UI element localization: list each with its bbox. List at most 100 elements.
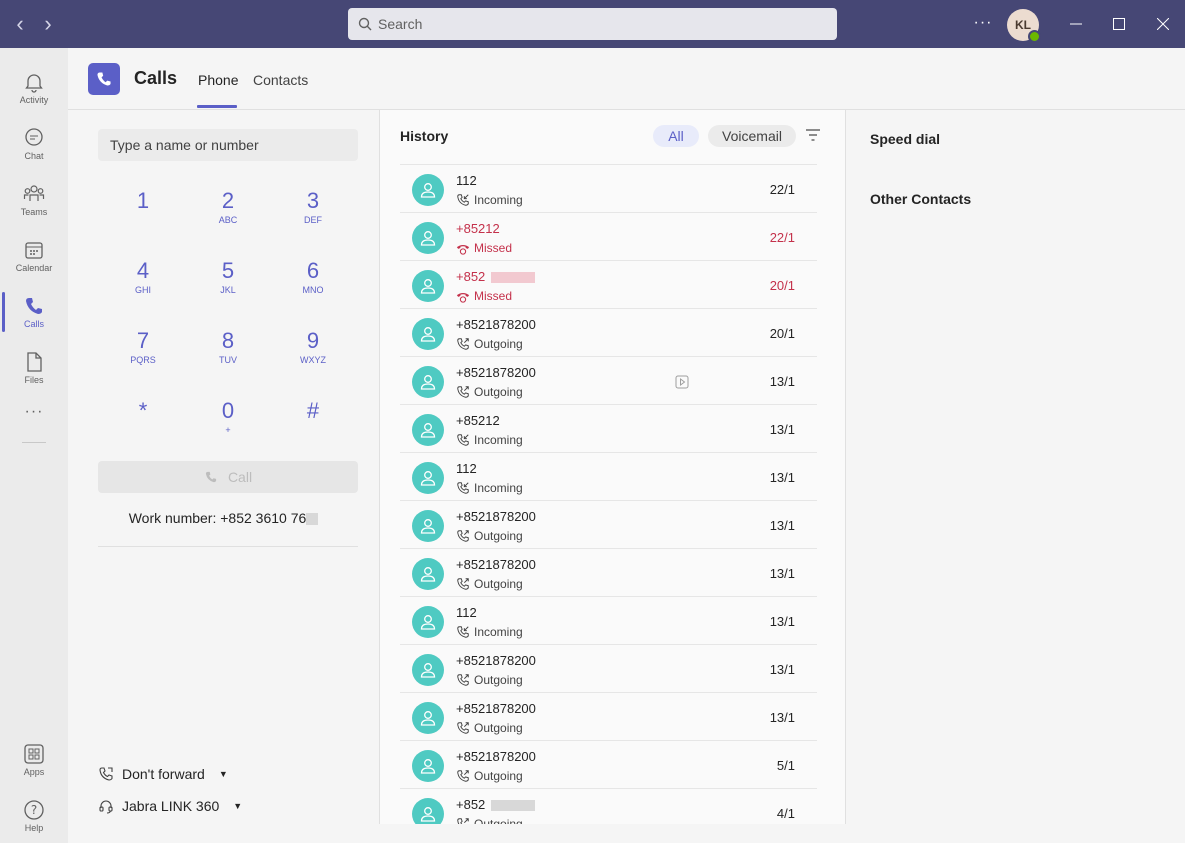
page-title: Calls [134,68,178,88]
contact-avatar[interactable] [412,414,444,446]
forward-arrow-icon[interactable]: › [44,11,52,36]
rail-item-calendar[interactable]: Calendar [0,230,68,282]
rail-item-chat[interactable]: Chat [0,118,68,170]
contact-avatar[interactable] [412,174,444,206]
key-digit: 7 [136,328,150,353]
dial-key-8[interactable]: 8 TUV [198,328,258,384]
rail-item-apps[interactable]: Apps [0,734,68,786]
filter-voicemail[interactable]: Voicemail [708,125,796,147]
contact-avatar[interactable] [412,366,444,398]
history-row[interactable]: +85212 Missed 22/1 [400,212,817,260]
forward-setting[interactable]: Don't forward ▼ [98,766,228,782]
search-icon [358,17,372,31]
filter-all[interactable]: All [653,125,699,147]
history-row[interactable]: +8521878200 Outgoing 13/1 [400,500,817,548]
search-input[interactable]: Search [348,8,837,40]
play-recording-icon[interactable] [675,375,689,389]
caller-number: +8521878200 [456,317,536,332]
contact-avatar[interactable] [412,558,444,590]
rail-item-activity[interactable]: Activity [0,62,68,114]
outgoing-call-icon [457,386,469,398]
call-status: Outgoing [456,769,523,783]
dial-key-2[interactable]: 2 ABC [198,188,258,244]
rail-item-teams[interactable]: Teams [0,174,68,226]
caller-number: +8521878200 [456,557,536,572]
contact-avatar[interactable] [412,270,444,302]
key-digit: 4 [136,258,150,283]
call-status: Outgoing [456,529,523,543]
contact-avatar[interactable] [412,318,444,350]
call-status: Outgoing [456,577,523,591]
close-icon[interactable] [1151,12,1175,36]
dial-key-hash[interactable]: # [283,398,343,454]
dial-key-7[interactable]: 7 PQRS [113,328,173,384]
maximize-icon[interactable] [1107,12,1131,36]
dial-key-6[interactable]: 6 MNO [283,258,343,314]
bell-icon [25,74,43,93]
key-letters: ABC [218,215,238,225]
call-date: 13/1 [769,422,795,437]
dial-key-3[interactable]: 3 DEF [283,188,343,244]
call-status: Outgoing [456,817,523,824]
more-options-icon[interactable]: ··· [973,14,993,31]
key-letters: + [225,425,231,435]
rail-label: Help [24,823,44,833]
call-status: Incoming [456,481,523,495]
minimize-icon[interactable] [1064,12,1088,36]
back-arrow-icon[interactable]: ‹ [16,11,24,36]
contact-avatar[interactable] [412,222,444,254]
contact-avatar[interactable] [412,798,444,824]
number-input[interactable]: Type a name or number [98,129,358,161]
history-row[interactable]: +8521878200 Outgoing 5/1 [400,740,817,788]
history-row[interactable]: +8521878200 Outgoing 20/1 [400,308,817,356]
dial-key-star[interactable]: * [113,398,173,454]
history-row[interactable]: +85212 Incoming 13/1 [400,404,817,452]
incoming-call-icon [457,482,469,494]
history-row[interactable]: +8521878200 Outgoing 13/1 [400,692,817,740]
tab-contacts[interactable]: Contacts [253,72,309,88]
outgoing-call-icon [457,722,469,734]
history-row[interactable]: +8521878200 Outgoing 13/1 [400,356,817,404]
tab-phone[interactable]: Phone [198,72,239,88]
contact-avatar[interactable] [412,750,444,782]
chat-icon [25,128,43,146]
avatar[interactable]: KL [1007,9,1041,43]
history-row[interactable]: +852 Missed 20/1 [400,260,817,308]
history-row[interactable]: 112 Incoming 13/1 [400,452,817,500]
contact-avatar[interactable] [412,606,444,638]
rail-item-help[interactable]: ? Help [0,790,68,842]
call-button[interactable]: Call [98,461,358,493]
dialpad-panel: Type a name or number 1 2 ABC 3 DEF 4 GHI 5… [68,110,379,843]
outgoing-call-icon [457,770,469,782]
contact-avatar[interactable] [412,462,444,494]
audio-device-setting[interactable]: Jabra LINK 360 ▼ [98,798,242,814]
rail-label: Files [24,375,44,385]
history-row[interactable]: +852 Outgoing 4/1 [400,788,817,824]
rail-item-calls[interactable]: Calls [0,286,68,338]
other-contacts-title: Other Contacts [870,191,972,207]
more-apps-icon[interactable]: ··· [24,403,44,420]
call-date: 13/1 [769,614,795,629]
history-row[interactable]: +8521878200 Outgoing 13/1 [400,548,817,596]
rail-divider [22,442,46,443]
contact-avatar[interactable] [412,654,444,686]
dial-key-1[interactable]: 1 [113,188,173,244]
rail-item-files[interactable]: Files [0,342,68,394]
phone-icon [205,471,217,483]
dial-key-9[interactable]: 9 WXYZ [283,328,343,384]
key-letters: DEF [304,215,322,225]
history-row[interactable]: 112 Incoming 22/1 [400,164,817,212]
filter-icon[interactable] [806,129,820,141]
history-title: History [400,128,449,144]
history-row[interactable]: +8521878200 Outgoing 13/1 [400,644,817,692]
contact-avatar[interactable] [412,510,444,542]
outgoing-call-icon [457,818,469,824]
number-input-placeholder: Type a name or number [110,137,259,153]
key-letters: GHI [134,285,151,295]
apps-icon [24,744,44,764]
dial-key-0[interactable]: 0 + [198,398,258,454]
contact-avatar[interactable] [412,702,444,734]
dial-key-5[interactable]: 5 JKL [198,258,258,314]
history-row[interactable]: 112 Incoming 13/1 [400,596,817,644]
dial-key-4[interactable]: 4 GHI [113,258,173,314]
